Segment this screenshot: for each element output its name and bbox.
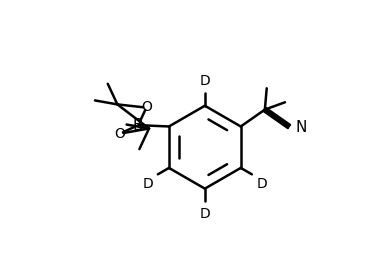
Text: B: B — [133, 118, 143, 133]
Text: O: O — [141, 100, 152, 114]
Text: D: D — [199, 73, 210, 88]
Text: D: D — [142, 177, 153, 191]
Text: D: D — [256, 177, 267, 191]
Text: N: N — [296, 120, 307, 135]
Text: O: O — [115, 127, 126, 141]
Text: D: D — [199, 207, 210, 221]
